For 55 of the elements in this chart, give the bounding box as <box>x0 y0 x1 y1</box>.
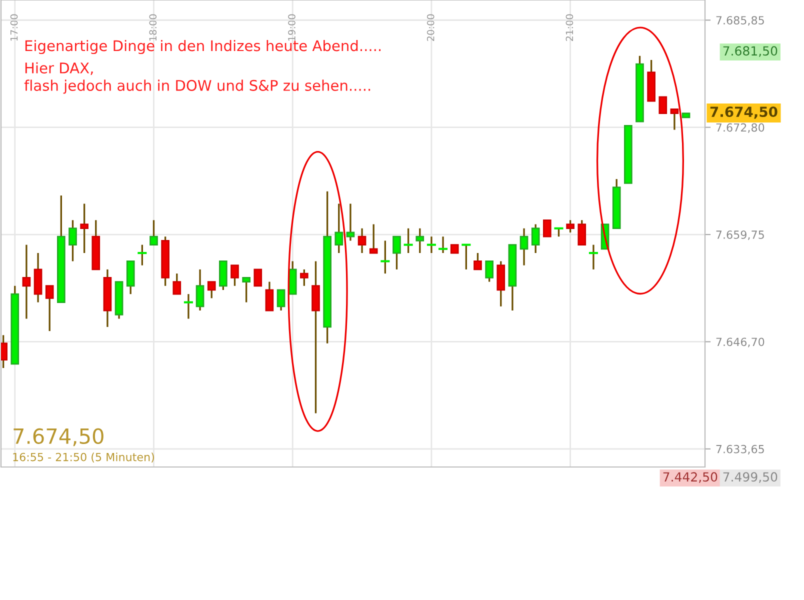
candlestick <box>392 236 401 270</box>
x-tick-label: 18:00 <box>149 14 157 41</box>
candlestick <box>670 108 679 131</box>
annotation: Hier DAX, flash jedoch auch in DOW und S&P zu sehen..... <box>24 62 370 94</box>
candlestick <box>426 236 436 254</box>
candlestick <box>531 223 540 254</box>
candlestick <box>578 219 586 246</box>
candlestick <box>207 280 216 300</box>
candlestick <box>300 268 308 287</box>
candlestick <box>438 236 448 254</box>
candlestick <box>172 272 182 295</box>
annotation: Eigenartige Dinge in den Indizes heute Abend..... <box>25 40 381 54</box>
candlestick <box>588 244 598 270</box>
y-tick-label: 7.672,80 <box>716 123 764 133</box>
candlestick <box>334 202 344 254</box>
candlestick <box>230 264 239 287</box>
text: 7.674,50 <box>710 106 778 119</box>
y-tick-label: 7.633,65 <box>716 444 764 454</box>
candlestick <box>80 202 88 254</box>
candlestick <box>276 289 286 312</box>
x-tick-label: 21:00 <box>566 14 574 41</box>
x-tick-label: 17:00 <box>10 14 18 41</box>
annotation: 16:55 - 21:50 (5 Minuten) <box>13 452 154 463</box>
candlestick <box>658 96 668 114</box>
candlestick <box>542 219 552 238</box>
candlestick <box>566 219 574 234</box>
candlestick <box>254 268 262 287</box>
candlestick <box>242 276 250 304</box>
x-tick-label: 20:00 <box>426 14 434 41</box>
candlestick <box>138 244 147 266</box>
candlestick <box>265 280 274 312</box>
candlestick <box>369 223 378 254</box>
candlestick <box>22 244 31 320</box>
y-tick-label: 7.685,85 <box>716 16 764 26</box>
candlestick <box>45 285 54 332</box>
candlestick <box>462 244 471 270</box>
x-tick-label: 19:00 <box>288 14 296 41</box>
y-tick-label: 7.659,75 <box>716 230 764 240</box>
candlestick <box>404 228 413 254</box>
y-tick-label: 7.646,70 <box>716 338 764 348</box>
candlestick <box>150 219 158 246</box>
candlestick <box>68 219 77 262</box>
text: 7.442,50 <box>663 472 718 483</box>
candlestick <box>196 268 204 312</box>
candlestick <box>184 293 193 320</box>
text: 7.499,50 <box>723 472 778 483</box>
text: 7.681,50 <box>723 46 778 57</box>
candlestick <box>380 240 390 274</box>
candlestick <box>474 252 482 270</box>
candlestick <box>358 228 366 254</box>
candlestick <box>520 228 528 266</box>
candlestick <box>416 228 424 254</box>
candlestick <box>485 260 494 283</box>
candlestick <box>346 202 355 242</box>
annotation: 7.674,50 <box>14 428 104 446</box>
